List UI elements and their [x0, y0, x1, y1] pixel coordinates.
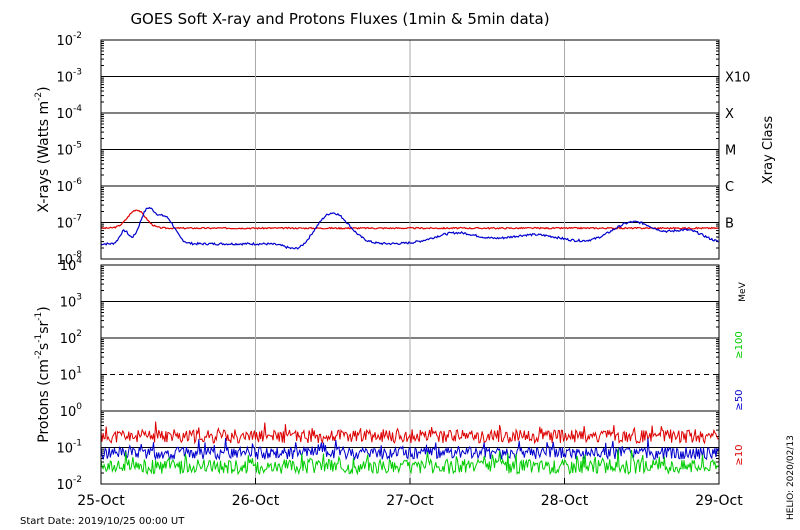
y-tick-label: 10-8 — [56, 250, 82, 268]
time-axis: 25-Oct 26-Oct 27-Oct 28-Oct 29-Oct — [77, 478, 743, 509]
xray-class-label: B — [725, 217, 734, 232]
mev-unit-label: MeV — [738, 281, 748, 301]
x-tick-label: 25-Oct — [77, 493, 125, 509]
plot-frame — [100, 39, 720, 260]
y-tick-label: 103 — [60, 293, 82, 311]
x-tick-label: 29-Oct — [695, 493, 743, 509]
y-tick-label: 10-4 — [56, 104, 82, 122]
y-tick-label: 104 — [60, 256, 83, 274]
y-tick-label: 102 — [60, 329, 82, 347]
y-tick-label: 100 — [60, 402, 83, 420]
proton-energy-legend: ≥10 — [734, 444, 745, 465]
y-tick-label: 10-2 — [56, 475, 82, 493]
proton-panel: 10-2 10-1 100 101 102 103 104 Protons (cm-2s-1s… — [34, 256, 748, 493]
series-line — [100, 206, 720, 250]
y-tick-label: 101 — [60, 366, 82, 384]
y-tick-label: 10-2 — [56, 31, 82, 49]
xray-panel: 10-8 10-7 10-6 10-5 10-4 10-3 10-2 X-rays (Watt… — [34, 31, 776, 268]
y-tick-label: 10-1 — [56, 439, 82, 457]
series-line — [100, 437, 720, 462]
proton-energy-legend: ≥50 — [734, 389, 745, 410]
proton-energy-legend: ≥100 — [734, 331, 745, 358]
y-axis-title: Protons (cm-2s-1sr-1) — [34, 306, 52, 442]
series-line — [100, 448, 720, 476]
x-tick-label: 28-Oct — [541, 493, 589, 509]
y-tick-label: 10-3 — [56, 68, 82, 86]
xray-class-label: X — [725, 107, 734, 122]
start-date-label: Start Date: 2019/10/25 00:00 UT — [20, 516, 185, 527]
series-line — [100, 421, 720, 445]
x-tick-label: 26-Oct — [232, 493, 280, 509]
xray-class-axis-title: Xray Class — [761, 116, 776, 184]
y-axis-title: X-rays (Watts m-2) — [34, 86, 52, 212]
xray-class-label: X10 — [725, 71, 750, 86]
y-tick-label: 10-5 — [56, 141, 82, 159]
chart-title: GOES Soft X-ray and Protons Fluxes (1min… — [130, 10, 549, 28]
x-tick-label: 27-Oct — [386, 493, 434, 509]
y-tick-label: 10-6 — [56, 177, 82, 195]
helio-footer-label: HELIO: 2020/02/13 — [786, 435, 796, 520]
y-tick-label: 10-7 — [56, 214, 82, 232]
xray-class-label: C — [725, 180, 734, 195]
xray-class-label: M — [725, 144, 736, 159]
